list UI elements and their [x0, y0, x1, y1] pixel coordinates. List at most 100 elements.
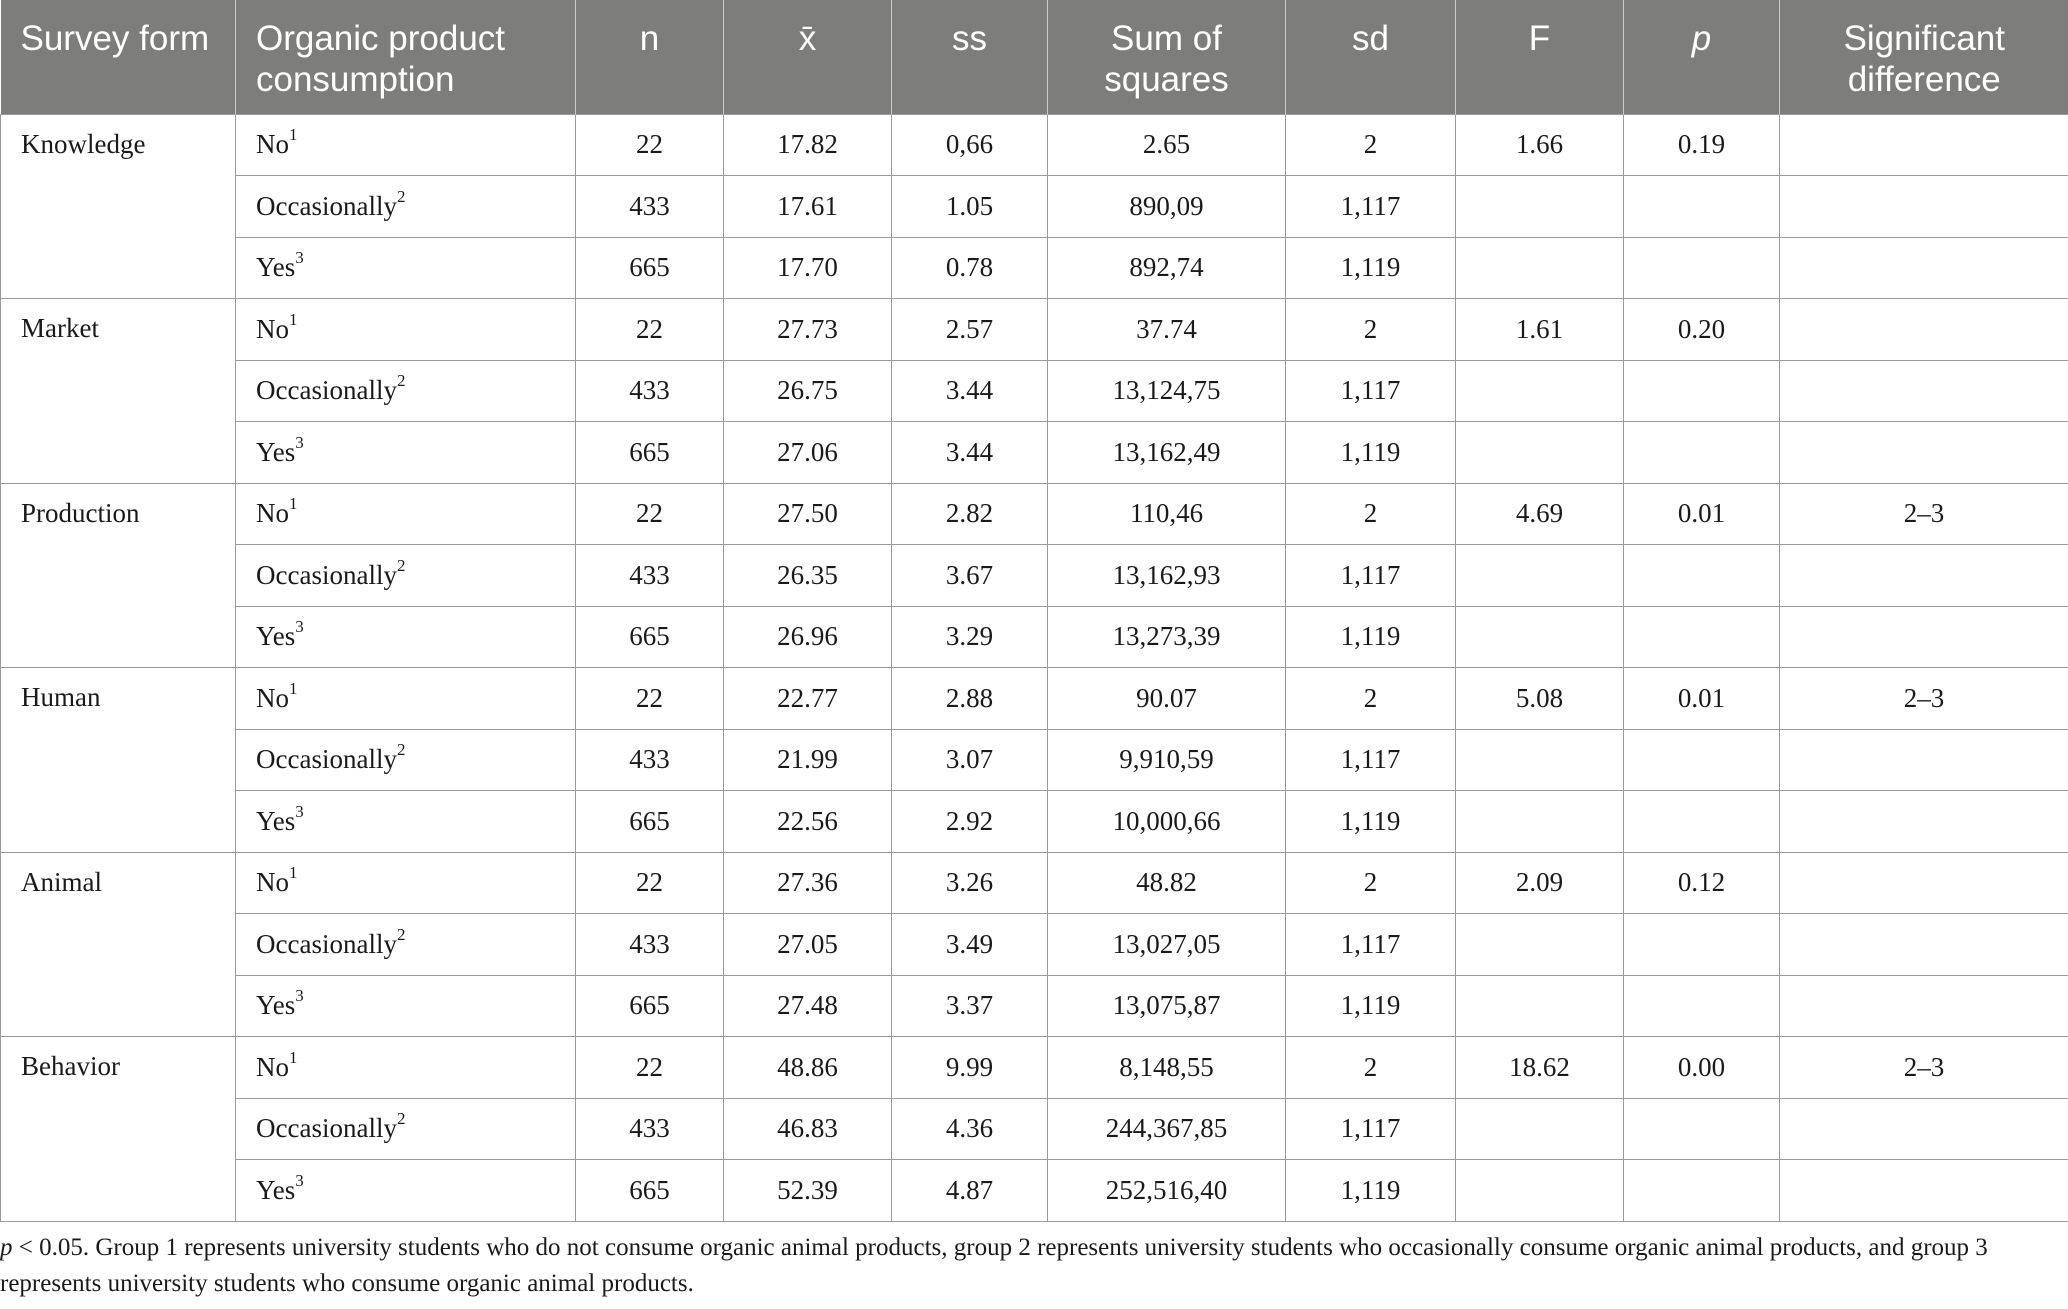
cell-mean: 17.70	[723, 236, 892, 299]
group-superscript: 3	[295, 1170, 304, 1190]
cell-survey-form: Market	[0, 298, 236, 484]
cell-significant-difference-empty	[1779, 1097, 2068, 1160]
header-survey-form: Survey form	[0, 0, 236, 114]
cell-mean: 26.35	[723, 544, 892, 607]
cell-sum-of-squares: 13,027,05	[1047, 913, 1286, 976]
cell-significant-difference-empty	[1779, 913, 2068, 976]
cell-n: 22	[575, 1036, 724, 1099]
cell-ss: 3.29	[891, 605, 1048, 668]
cell-consumption-group: No1	[235, 482, 576, 545]
cell-p-empty	[1623, 974, 1780, 1037]
cell-sum-of-squares: 13,162,93	[1047, 544, 1286, 607]
cell-mean: 26.96	[723, 605, 892, 668]
group-superscript: 3	[295, 248, 304, 268]
group-label: No	[256, 129, 289, 160]
cell-f-empty	[1455, 605, 1624, 668]
cell-significant-difference-empty	[1779, 605, 2068, 668]
table-row: Occasionally2 433 27.05 3.49 13,027,05 1,117	[1, 913, 2068, 976]
cell-n: 433	[575, 913, 724, 976]
cell-sum-of-squares: 37.74	[1047, 298, 1286, 361]
cell-sd: 1,117	[1285, 359, 1456, 422]
group-label: Occasionally	[256, 190, 397, 221]
cell-f-empty	[1455, 913, 1624, 976]
cell-significant-difference: 2–3	[1779, 1036, 2068, 1099]
cell-significant-difference: 2–3	[1779, 667, 2068, 730]
cell-n: 433	[575, 175, 724, 238]
group-superscript: 3	[295, 617, 304, 637]
cell-sd: 1,117	[1285, 175, 1456, 238]
cell-consumption-group: No1	[235, 113, 576, 176]
table-body: Knowledge No1 22 17.82 0,66 2.65 2 1.66 0.19 Occa…	[0, 113, 2068, 1222]
cell-mean: 27.50	[723, 482, 892, 545]
cell-mean: 26.75	[723, 359, 892, 422]
cell-significant-difference-empty	[1779, 544, 2068, 607]
cell-consumption-group: No1	[235, 298, 576, 361]
cell-sd: 1,117	[1285, 728, 1456, 791]
header-sd: sd	[1285, 0, 1456, 114]
group-superscript: 2	[396, 1109, 406, 1129]
group-label: No	[256, 867, 289, 898]
cell-f: 5.08	[1455, 667, 1624, 730]
group-label: Yes	[256, 621, 296, 652]
cell-sd: 1,119	[1285, 974, 1456, 1037]
cell-n: 433	[575, 728, 724, 791]
cell-significant-difference-empty	[1779, 790, 2068, 853]
cell-ss: 2.88	[891, 667, 1048, 730]
cell-survey-form: Behavior	[0, 1036, 236, 1222]
group-label: Occasionally	[256, 1113, 397, 1144]
cell-sum-of-squares: 13,162,49	[1047, 421, 1286, 484]
cell-sd: 1,119	[1285, 236, 1456, 299]
table-row: Occasionally2 433 46.83 4.36 244,367,85 1,117	[1, 1097, 2068, 1160]
cell-ss: 2.57	[891, 298, 1048, 361]
cell-ss: 3.67	[891, 544, 1048, 607]
cell-ss: 4.36	[891, 1097, 1048, 1160]
cell-f-empty	[1455, 1097, 1624, 1160]
cell-n: 22	[575, 851, 724, 914]
cell-n: 665	[575, 605, 724, 668]
cell-p-empty	[1623, 236, 1780, 299]
cell-f: 1.61	[1455, 298, 1624, 361]
cell-sum-of-squares: 244,367,85	[1047, 1097, 1286, 1160]
cell-ss: 4.87	[891, 1159, 1048, 1222]
cell-f-empty	[1455, 175, 1624, 238]
group-label: Yes	[256, 1174, 296, 1205]
cell-significant-difference: 2–3	[1779, 482, 2068, 545]
cell-significant-difference	[1779, 113, 2068, 176]
cell-p: 0.12	[1623, 851, 1780, 914]
cell-ss: 2.82	[891, 482, 1048, 545]
group-superscript: 1	[289, 678, 298, 698]
table-header: Survey form Organic product consumption …	[0, 0, 2068, 114]
cell-p: 0.19	[1623, 113, 1780, 176]
cell-ss: 2.92	[891, 790, 1048, 853]
cell-p-empty	[1623, 790, 1780, 853]
group-superscript: 2	[396, 186, 406, 206]
cell-ss: 1.05	[891, 175, 1048, 238]
header-n: n	[575, 0, 724, 114]
cell-sd: 1,119	[1285, 790, 1456, 853]
cell-consumption-group: Yes3	[235, 790, 576, 853]
cell-ss: 3.49	[891, 913, 1048, 976]
cell-mean: 46.83	[723, 1097, 892, 1160]
cell-ss: 3.37	[891, 974, 1048, 1037]
cell-significant-difference	[1779, 298, 2068, 361]
cell-n: 22	[575, 667, 724, 730]
cell-sum-of-squares: 13,273,39	[1047, 605, 1286, 668]
cell-ss: 9.99	[891, 1036, 1048, 1099]
cell-mean: 27.36	[723, 851, 892, 914]
table-row: Yes3 665 52.39 4.87 252,516,40 1,119	[1, 1159, 2068, 1222]
group-superscript: 1	[289, 863, 298, 883]
cell-consumption-group: Occasionally2	[235, 359, 576, 422]
cell-sum-of-squares: 252,516,40	[1047, 1159, 1286, 1222]
cell-mean: 17.61	[723, 175, 892, 238]
cell-ss: 3.44	[891, 421, 1048, 484]
group-label: Occasionally	[256, 559, 397, 590]
table-row: Animal No1 22 27.36 3.26 48.82 2 2.09 0.12	[0, 851, 2068, 1037]
header-mean: x̄	[723, 0, 892, 114]
group-label: No	[256, 1051, 289, 1082]
table-row: Knowledge No1 22 17.82 0,66 2.65 2 1.66 0.19	[0, 113, 2068, 299]
cell-ss: 0,66	[891, 113, 1048, 176]
group-label: Yes	[256, 436, 296, 467]
cell-sum-of-squares: 10,000,66	[1047, 790, 1286, 853]
footnote-text: < 0.05. Group 1 represents university st…	[0, 1234, 1988, 1297]
cell-ss: 0.78	[891, 236, 1048, 299]
